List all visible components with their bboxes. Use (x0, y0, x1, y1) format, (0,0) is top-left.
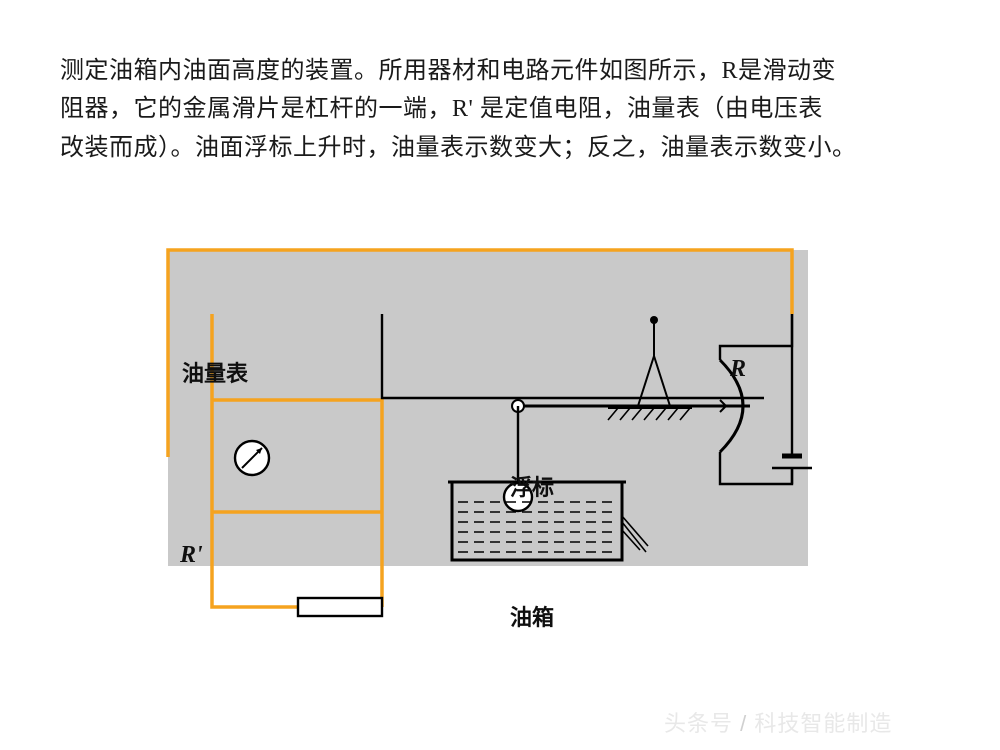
fulcrum-pin (650, 316, 658, 324)
label-R-prime: R' (180, 542, 203, 569)
label-float: 浮标 (510, 470, 554, 502)
label-R: R (730, 356, 746, 383)
circuit-diagram (168, 250, 812, 616)
label-tank: 油箱 (510, 600, 554, 632)
sig-sep: / (740, 711, 747, 736)
sig-b: 科技智能制造 (754, 711, 892, 736)
diagram-svg (0, 0, 1000, 750)
signature: 头条号 / 科技智能制造 (664, 706, 892, 738)
label-gauge: 油量表 (182, 356, 248, 388)
sig-a: 头条号 (664, 711, 733, 736)
tank-spout (622, 516, 648, 552)
ground-hatch (608, 408, 690, 420)
oil-level-lines (458, 502, 616, 552)
added-wire (168, 250, 792, 607)
fixed-resistor (298, 598, 382, 616)
wire-top (382, 314, 764, 398)
